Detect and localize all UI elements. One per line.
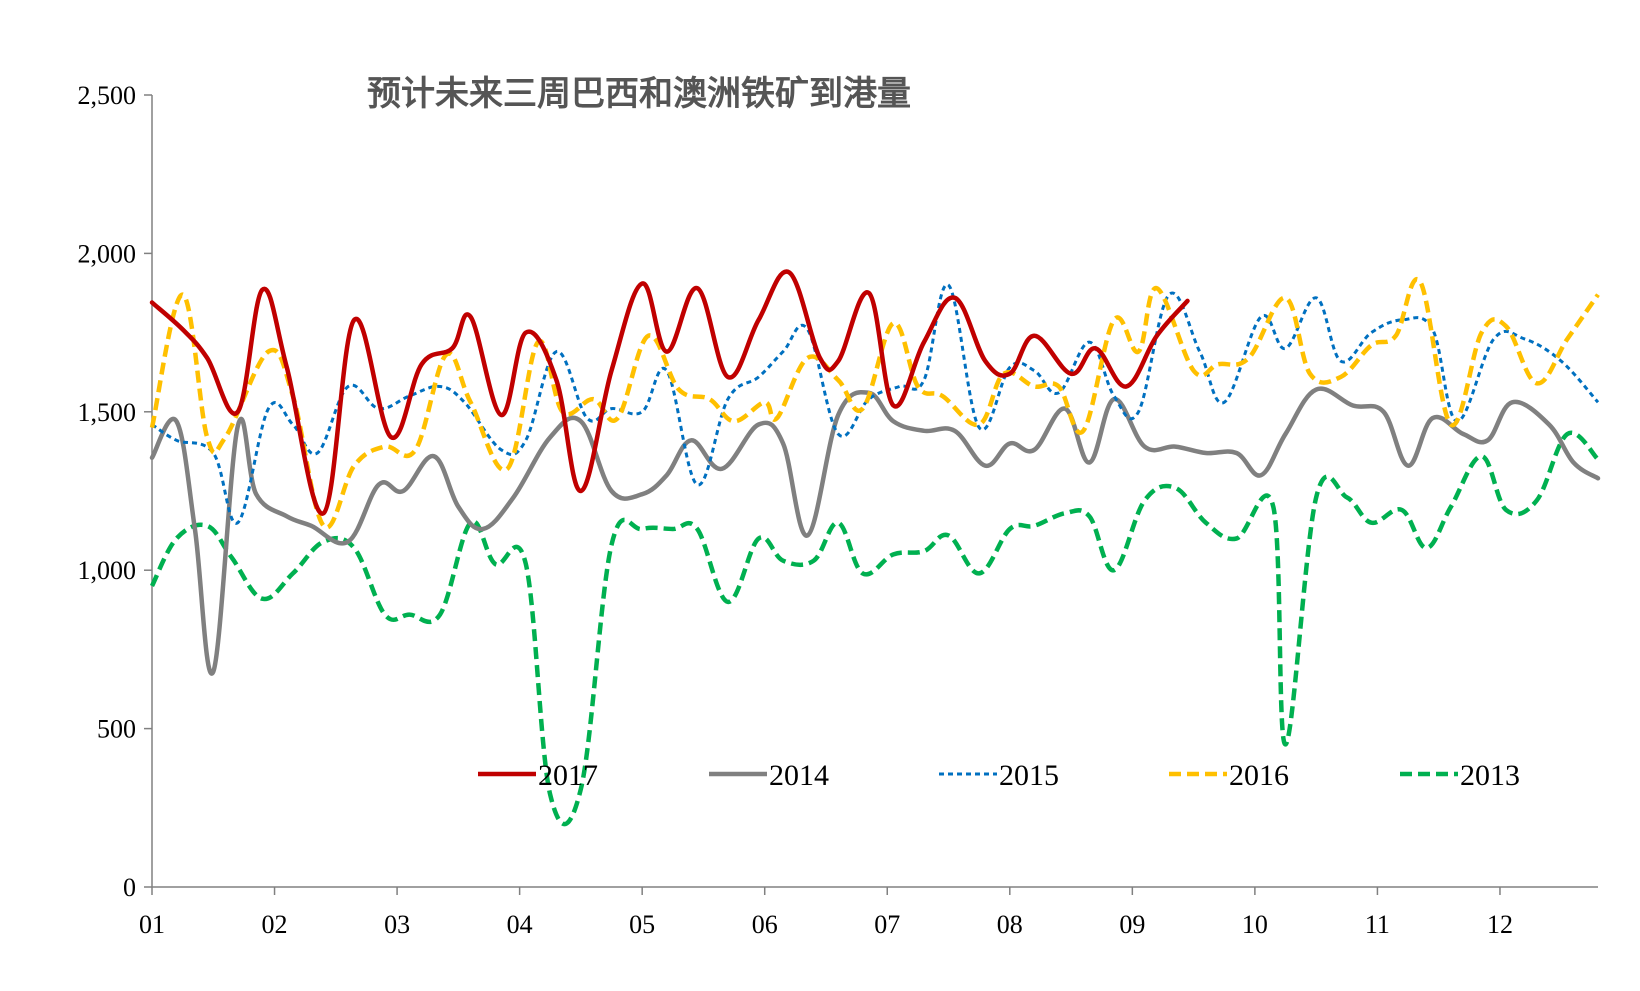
series-line-2015 <box>151 283 1600 525</box>
legend-label: 2013 <box>1460 759 1520 792</box>
x-tick-label: 05 <box>629 910 655 939</box>
series-line-2016 <box>149 276 1600 530</box>
y-tick-label: 1,500 <box>78 398 137 427</box>
y-tick-label: 2,000 <box>78 239 137 268</box>
x-tick-label: 12 <box>1487 910 1513 939</box>
series-line-2013 <box>149 430 1600 827</box>
y-tick-label: 1,000 <box>78 556 137 585</box>
x-tick-label: 06 <box>752 910 778 939</box>
x-tick-label: 01 <box>139 910 165 939</box>
legend-item-2013: 2013 <box>1400 759 1520 792</box>
legend-label: 2015 <box>999 759 1059 792</box>
x-tick-label: 03 <box>384 910 410 939</box>
legend-label: 2016 <box>1229 759 1289 792</box>
legend-label: 2017 <box>538 759 598 792</box>
chart-title: 预计未来三周巴西和澳洲铁矿到港量 <box>367 74 911 114</box>
x-tick-label: 04 <box>507 910 533 939</box>
x-tick-label: 11 <box>1365 910 1390 939</box>
series-layer <box>149 269 1601 827</box>
y-tick-label: 2,500 <box>78 81 137 110</box>
series-line-2014 <box>149 386 1601 676</box>
legend-item-2014: 2014 <box>709 759 829 792</box>
x-tick-label: 02 <box>262 910 288 939</box>
axes: 0 500 1,000 1,500 2,000 2,500 01 02 03 04 05 06 07 08… <box>78 81 1598 939</box>
series-line-2017 <box>149 269 1190 516</box>
x-tick-label: 10 <box>1242 910 1268 939</box>
legend: 2017 2014 2015 2016 2013 <box>478 759 1520 792</box>
legend-item-2016: 2016 <box>1169 759 1289 792</box>
legend-item-2015: 2015 <box>939 759 1059 792</box>
y-tick-label: 500 <box>97 715 136 744</box>
x-tick-label: 09 <box>1119 910 1145 939</box>
x-tick-label: 08 <box>997 910 1023 939</box>
legend-label: 2014 <box>769 759 829 792</box>
legend-item-2017: 2017 <box>478 759 598 792</box>
x-tick-label: 07 <box>874 910 900 939</box>
y-tick-label: 0 <box>123 873 136 902</box>
